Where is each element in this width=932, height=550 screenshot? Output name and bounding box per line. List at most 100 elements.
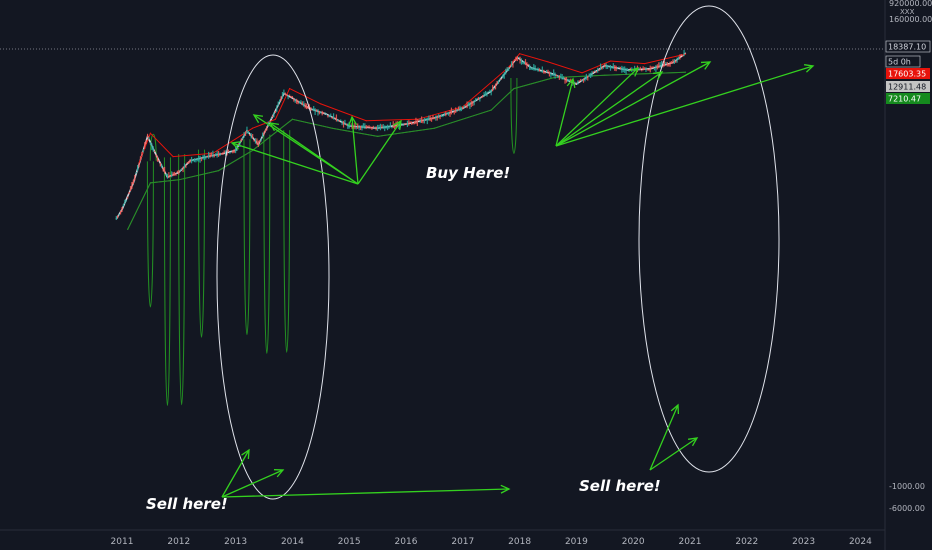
candle bbox=[144, 142, 146, 149]
price-tag-green[interactable] bbox=[886, 93, 930, 104]
candle bbox=[483, 92, 485, 98]
candle bbox=[668, 63, 670, 67]
candle bbox=[243, 131, 245, 138]
candle bbox=[683, 49, 685, 57]
sell-here-right-label[interactable]: Sell here! bbox=[579, 477, 661, 495]
candle bbox=[440, 114, 443, 117]
candle bbox=[626, 68, 629, 71]
candle bbox=[306, 103, 308, 110]
candle bbox=[513, 59, 516, 61]
x-tick-label: 2018 bbox=[508, 537, 531, 547]
candle bbox=[137, 164, 139, 172]
candle bbox=[477, 96, 480, 101]
candle bbox=[175, 173, 177, 176]
series-1-point bbox=[609, 60, 612, 62]
candle bbox=[209, 152, 211, 158]
candle bbox=[388, 125, 390, 129]
arrow-up-5[interactable] bbox=[555, 65, 814, 147]
candle bbox=[332, 113, 335, 120]
arrow-sell-5[interactable] bbox=[649, 437, 698, 471]
arrow-up-1[interactable] bbox=[555, 78, 574, 147]
price-tag-countdown-label: 5d 0h bbox=[888, 58, 911, 67]
arrow-up-2[interactable] bbox=[555, 67, 639, 147]
buy-here-label[interactable]: Buy Here! bbox=[426, 164, 510, 182]
right-ellipse[interactable] bbox=[638, 5, 780, 473]
candle bbox=[663, 60, 666, 67]
candle bbox=[318, 110, 320, 115]
candle bbox=[293, 98, 295, 102]
candle bbox=[604, 63, 606, 68]
candle bbox=[506, 67, 508, 72]
candle bbox=[642, 66, 644, 71]
candle bbox=[541, 66, 543, 73]
series-line-1 bbox=[138, 53, 686, 164]
candle bbox=[334, 117, 336, 119]
arrow-up-4[interactable] bbox=[555, 61, 711, 147]
candle bbox=[283, 89, 285, 95]
candle bbox=[561, 74, 563, 80]
candle bbox=[655, 65, 657, 73]
arrow-sell-2[interactable] bbox=[221, 469, 284, 498]
candle bbox=[151, 143, 153, 151]
candle bbox=[422, 119, 424, 124]
candle bbox=[394, 123, 396, 130]
candle bbox=[515, 56, 517, 61]
candle bbox=[516, 55, 518, 62]
candle bbox=[259, 140, 261, 143]
candle bbox=[208, 151, 210, 159]
candle bbox=[564, 77, 566, 84]
candle bbox=[205, 155, 207, 160]
series-1-point bbox=[547, 61, 549, 63]
series-1-point bbox=[288, 87, 291, 90]
candle bbox=[314, 108, 316, 115]
candle bbox=[466, 101, 468, 109]
price-tag-gray[interactable] bbox=[886, 81, 930, 92]
arrow-buy-3[interactable] bbox=[269, 122, 359, 185]
candle bbox=[344, 119, 346, 125]
candle bbox=[375, 126, 377, 131]
candle bbox=[426, 117, 428, 125]
candle bbox=[648, 69, 650, 71]
sell-here-left-label[interactable]: Sell here! bbox=[146, 495, 228, 513]
candle bbox=[317, 109, 319, 116]
candle bbox=[408, 120, 410, 126]
candle bbox=[132, 179, 134, 184]
candle bbox=[189, 158, 191, 163]
candle bbox=[489, 89, 491, 93]
candle bbox=[605, 63, 607, 70]
candle bbox=[213, 154, 215, 158]
arrowhead bbox=[566, 77, 576, 88]
arrow-sell-1[interactable] bbox=[221, 449, 250, 498]
arrow-up-3[interactable] bbox=[555, 71, 663, 147]
arrow-sell-3[interactable] bbox=[221, 488, 510, 498]
candle bbox=[138, 162, 140, 168]
candle bbox=[166, 173, 169, 179]
candle bbox=[457, 106, 460, 111]
arrowhead bbox=[804, 64, 815, 73]
arrowhead bbox=[500, 484, 511, 494]
candle bbox=[419, 118, 421, 124]
candle bbox=[433, 117, 435, 120]
candle bbox=[219, 152, 221, 157]
price-tag-red[interactable] bbox=[886, 68, 930, 79]
series-2-point bbox=[433, 127, 435, 129]
candle bbox=[230, 150, 232, 152]
price-tag-countdown[interactable] bbox=[885, 55, 921, 68]
candle bbox=[139, 156, 142, 162]
candle bbox=[357, 123, 359, 130]
oscillator-spike bbox=[163, 157, 171, 407]
arrow-sell-4[interactable] bbox=[649, 404, 679, 471]
candle bbox=[279, 99, 281, 103]
price-tag-current[interactable] bbox=[885, 40, 931, 53]
arrow-buy-4[interactable] bbox=[351, 116, 359, 185]
candle bbox=[544, 71, 546, 74]
arrow-buy-5[interactable] bbox=[357, 120, 402, 185]
candle bbox=[524, 59, 527, 66]
candle bbox=[639, 66, 641, 71]
candle bbox=[124, 199, 126, 205]
left-ellipse[interactable] bbox=[216, 54, 330, 500]
arrow-buy-1[interactable] bbox=[231, 142, 359, 185]
candle bbox=[212, 150, 214, 158]
candle bbox=[432, 114, 434, 120]
arrowhead bbox=[252, 114, 264, 124]
